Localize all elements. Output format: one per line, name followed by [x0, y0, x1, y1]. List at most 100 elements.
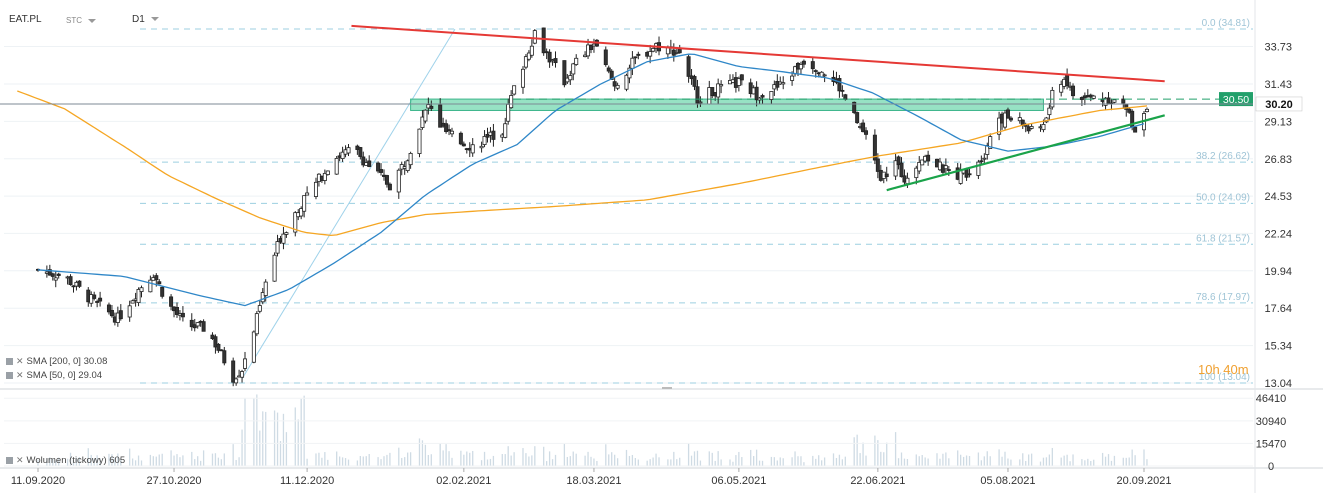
- candle-body: [997, 117, 1002, 135]
- support-trendline: [886, 114, 1165, 192]
- y-tick-label: 13.04: [1264, 378, 1292, 390]
- candle-body: [698, 101, 703, 104]
- candle-body: [458, 132, 463, 145]
- candle-body: [240, 371, 245, 378]
- candle-body: [346, 147, 351, 154]
- candle-body: [686, 56, 691, 77]
- candle-body: [541, 27, 546, 54]
- candle-body: [470, 144, 475, 154]
- candle-body: [512, 85, 517, 95]
- remove-icon[interactable]: ✕: [16, 455, 24, 465]
- candle-body: [408, 152, 413, 166]
- candle-body: [589, 44, 594, 50]
- candle-body: [648, 51, 653, 57]
- candle-body: [405, 160, 410, 171]
- candle-body: [50, 273, 55, 277]
- chart-kind-label: STC: [66, 16, 82, 25]
- x-tick-label: 05.08.2021: [980, 475, 1035, 487]
- candle-body: [719, 84, 724, 87]
- candle-body: [840, 89, 845, 92]
- candle-body: [340, 151, 345, 159]
- candle-body: [837, 78, 842, 92]
- candle-body: [739, 74, 744, 81]
- candle-body: [160, 286, 165, 297]
- candle-body: [695, 86, 700, 104]
- candle-body: [118, 310, 123, 320]
- candle-body: [361, 156, 366, 166]
- fib-level-label: 50.0 (24.09): [1196, 192, 1250, 203]
- y-tick-label: 26.83: [1264, 154, 1292, 166]
- candle-body: [1026, 126, 1031, 132]
- fib-level-label: 78.6 (17.97): [1196, 292, 1250, 303]
- candle-body: [89, 294, 94, 304]
- y-tick-label: 33.73: [1264, 42, 1292, 54]
- candle-body: [775, 81, 780, 88]
- price-tag-30-50-label: 30.50: [1223, 94, 1249, 106]
- y-tick-label: 17.64: [1264, 303, 1292, 315]
- interval-selector[interactable]: D1: [132, 14, 159, 25]
- candle-body: [967, 173, 972, 176]
- candle-body: [710, 87, 715, 97]
- indicator-sma200[interactable]: ✕ SMA [200, 0] 30.08: [6, 356, 107, 367]
- chevron-down-icon: [150, 17, 159, 22]
- chart-kind-selector[interactable]: STC: [66, 16, 96, 25]
- candle-body: [136, 289, 141, 304]
- candle-body: [790, 75, 795, 81]
- candle-body: [313, 181, 318, 197]
- candle-body: [98, 297, 103, 302]
- remove-icon[interactable]: ✕: [16, 370, 24, 380]
- candle-body: [195, 322, 200, 327]
- candle-body: [450, 130, 455, 135]
- candle-body: [384, 175, 389, 185]
- candle-body: [461, 143, 466, 147]
- sma200-line: [17, 90, 1148, 237]
- candle-body: [234, 378, 239, 384]
- indicator-volume[interactable]: ✕ Wolumen (tickowy) 605: [6, 455, 125, 466]
- candle-body: [379, 169, 384, 173]
- candle-body: [376, 162, 381, 172]
- volume-tick-label: 0: [1268, 461, 1274, 473]
- pane-resize-handle: [662, 387, 672, 389]
- remove-icon[interactable]: ✕: [16, 356, 24, 366]
- candle-body: [523, 56, 528, 68]
- candle-body: [503, 123, 508, 138]
- candle-body: [180, 312, 185, 318]
- candle-body: [899, 162, 904, 178]
- candle-body: [1017, 117, 1022, 122]
- volume-group: [37, 394, 1148, 466]
- current-price-label: 30.20: [1265, 99, 1293, 111]
- candle-body: [169, 296, 174, 307]
- candle-body: [810, 61, 815, 70]
- candle-body: [813, 70, 818, 72]
- candle-body: [893, 160, 898, 177]
- indicator-sma50[interactable]: ✕ SMA [50, 0] 29.04: [6, 370, 102, 381]
- candle-body: [1127, 108, 1132, 113]
- candle-body: [917, 162, 922, 172]
- candle-body: [68, 276, 73, 285]
- candle-body: [609, 70, 614, 80]
- price-tag-30-50: [1219, 92, 1253, 107]
- candle-body: [157, 281, 162, 285]
- candle-body: [444, 123, 449, 132]
- candle-body: [926, 154, 931, 162]
- candle-body: [154, 275, 159, 281]
- candle-body: [284, 232, 289, 235]
- candle-body: [692, 76, 697, 87]
- candle-body: [302, 195, 307, 212]
- candle-body: [257, 305, 262, 312]
- candle-body: [216, 343, 221, 351]
- candle-body: [299, 208, 304, 217]
- chevron-down-icon: [88, 18, 96, 23]
- candle-body: [562, 60, 567, 86]
- candle-body: [53, 277, 58, 281]
- symbol-label[interactable]: EAT.PL: [9, 14, 42, 25]
- candle-body: [491, 130, 496, 140]
- candle-body: [1041, 124, 1046, 131]
- indicator-label: SMA [50, 0] 29.04: [26, 370, 103, 381]
- support-zone: [410, 98, 1044, 111]
- candle-body: [875, 158, 880, 172]
- candle-body: [201, 321, 206, 332]
- candle-body: [1079, 97, 1084, 100]
- x-tick-label: 27.10.2020: [147, 475, 202, 487]
